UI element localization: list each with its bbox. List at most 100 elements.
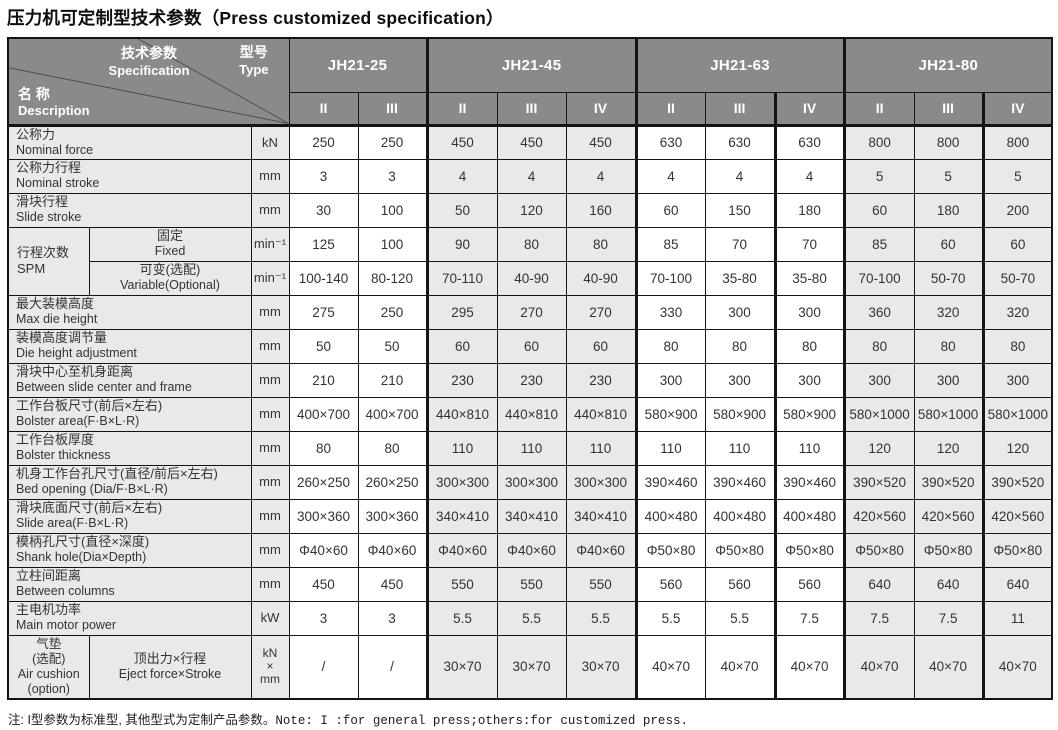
unit-cell: mm	[250, 294, 290, 330]
spec-row: 工作台板尺寸(前后×左右) Bolster area(F·B×L·R) mm 400×…	[7, 396, 1053, 432]
value-cell: Φ50×80	[773, 532, 845, 568]
value-cell: 80	[773, 328, 845, 364]
value-cell: 450	[425, 124, 498, 160]
value-cell: 5.5	[565, 600, 637, 636]
value-cell: 100	[357, 226, 428, 262]
value-cell: 4	[634, 158, 706, 194]
value-cell: 40×70	[773, 634, 845, 700]
spec-row: 滑块中心至机身距离 Between slide center and frame m…	[7, 362, 1053, 398]
value-cell: 80	[913, 328, 984, 364]
value-cell: 580×900	[704, 396, 776, 432]
unit-cell: mm	[250, 396, 290, 432]
value-cell: 320	[913, 294, 984, 330]
value-cell: 180	[773, 192, 845, 228]
value-cell: Φ40×60	[496, 532, 567, 568]
value-cell: 30×70	[425, 634, 498, 700]
value-cell: 60	[913, 226, 984, 262]
value-cell: 120	[981, 430, 1053, 466]
value-cell: 360	[842, 294, 915, 330]
row-label: 立柱间距离 Between columns	[7, 566, 252, 602]
value-cell: 250	[357, 124, 428, 160]
value-cell: 80	[288, 430, 359, 466]
value-cell: 80	[634, 328, 706, 364]
variant-header: II	[842, 91, 915, 127]
value-cell: 70-100	[842, 260, 915, 296]
unit-cell: kN × mm	[250, 634, 290, 700]
value-cell: 580×1000	[842, 396, 915, 432]
model-header: JH21-25	[288, 37, 428, 93]
value-cell: 5	[913, 158, 984, 194]
value-cell: 80	[496, 226, 567, 262]
value-cell: 560	[704, 566, 776, 602]
value-cell: 640	[981, 566, 1053, 602]
value-cell: 80	[842, 328, 915, 364]
value-cell: 230	[565, 362, 637, 398]
spec-row: 模柄孔尺寸(直径×深度) Shank hole(Dia×Depth) mm Φ40×6…	[7, 532, 1053, 568]
row-sub-label: 固定 Fixed	[88, 226, 252, 262]
diagonal-divider-lines	[9, 39, 289, 124]
unit-cell: mm	[250, 158, 290, 194]
value-cell: 5	[981, 158, 1053, 194]
spec-row: 装模高度调节量 Die height adjustment mm 50 50 60 60 60…	[7, 328, 1053, 364]
footnote-zh: 注: I型参数为标准型, 其他型式为定制产品参数。	[8, 713, 276, 727]
value-cell: 400×480	[773, 498, 845, 534]
spec-row: 公称力 Nominal force kN 250 250 450 450 450 630 630 6…	[7, 124, 1053, 160]
value-cell: 5.5	[634, 600, 706, 636]
value-cell: 300×300	[496, 464, 567, 500]
value-cell: 3	[288, 158, 359, 194]
value-cell: 330	[634, 294, 706, 330]
spec-row: 可变(选配) Variable(Optional) min⁻¹ 100-140 80-1…	[8, 260, 1053, 296]
value-cell: 300	[634, 362, 706, 398]
value-cell: 30×70	[496, 634, 567, 700]
header-row-variants: II III II III IV II III IV II III IV	[8, 91, 1053, 127]
value-cell: 560	[634, 566, 706, 602]
unit-cell: mm	[250, 464, 290, 500]
row-label: 滑块中心至机身距离 Between slide center and frame	[7, 362, 252, 398]
value-cell: 450	[288, 566, 359, 602]
value-cell: 110	[634, 430, 706, 466]
value-cell: 35-80	[704, 260, 776, 296]
value-cell: 260×250	[357, 464, 428, 500]
row-label: 主电机功率 Main motor power	[7, 600, 252, 636]
value-cell: Φ40×60	[357, 532, 428, 568]
value-cell: 560	[773, 566, 845, 602]
value-cell: 40-90	[496, 260, 567, 296]
value-cell: 5.5	[496, 600, 567, 636]
corner-specification-label: 技术参数 Specification	[108, 45, 190, 78]
variant-header: III	[913, 91, 984, 127]
unit-cell: kW	[250, 600, 290, 636]
value-cell: 390×520	[842, 464, 915, 500]
row-label: 滑块底面尺寸(前后×左右) Slide area(F·B×L·R)	[7, 498, 252, 534]
spec-row: 行程次数 SPM 固定 Fixed min⁻¹ 125 100 90 80 80 85 70 70 85…	[7, 226, 1053, 296]
unit-cell: mm	[250, 566, 290, 602]
value-cell: 400×700	[288, 396, 359, 432]
value-cell: 4	[773, 158, 845, 194]
value-cell: 300	[773, 294, 845, 330]
row-sub-label: 顶出力×行程 Eject force×Stroke	[88, 634, 252, 700]
value-cell: 340×410	[565, 498, 637, 534]
variant-header: IV	[773, 91, 845, 127]
spec-row: 公称力行程 Nominal stroke mm 3 3 4 4 4 4 4 4 5 5 5	[7, 158, 1053, 194]
value-cell: 60	[496, 328, 567, 364]
row-label: 滑块行程 Slide stroke	[7, 192, 252, 228]
value-cell: 300	[981, 362, 1053, 398]
value-cell: 60	[981, 226, 1053, 262]
value-cell: 450	[565, 124, 637, 160]
value-cell: 640	[913, 566, 984, 602]
spec-row: 主电机功率 Main motor power kW 3 3 5.5 5.5 5.5 5.5 5.5…	[7, 600, 1053, 636]
header-row-models: 技术参数 Specification 型号 Type 名 称 Descripti…	[7, 37, 1053, 127]
row-label: 最大装模高度 Max die height	[7, 294, 252, 330]
value-cell: 180	[913, 192, 984, 228]
variant-header: III	[357, 91, 428, 127]
row-label: 公称力行程 Nominal stroke	[7, 158, 252, 194]
model-header: JH21-63	[634, 37, 845, 93]
value-cell: Φ50×80	[913, 532, 984, 568]
value-cell: 70-100	[634, 260, 706, 296]
value-cell: 7.5	[842, 600, 915, 636]
value-cell: 400×480	[634, 498, 706, 534]
model-header: JH21-45	[425, 37, 637, 93]
row-label: 工作台板尺寸(前后×左右) Bolster area(F·B×L·R)	[7, 396, 252, 432]
value-cell: 390×460	[773, 464, 845, 500]
value-cell: 800	[842, 124, 915, 160]
